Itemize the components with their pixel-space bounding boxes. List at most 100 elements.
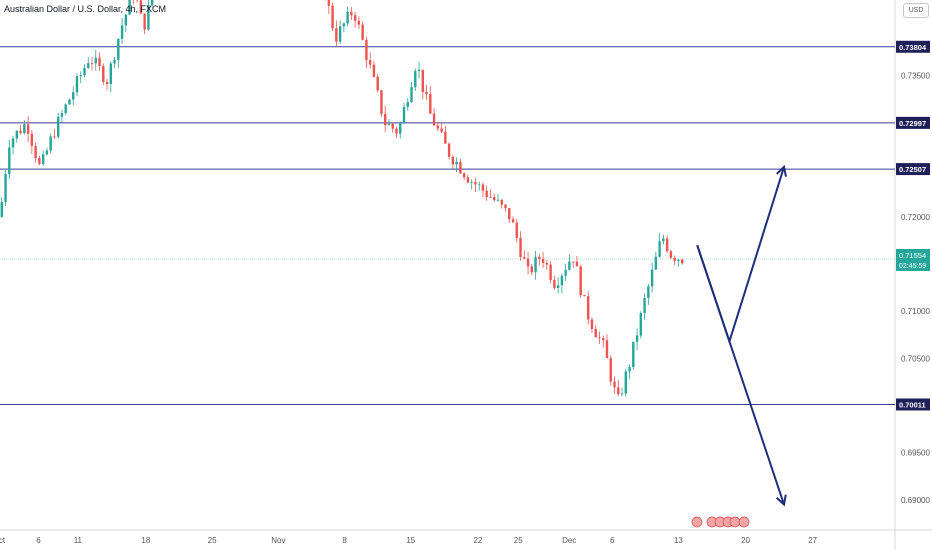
candle-body (647, 286, 650, 299)
candle-body (680, 259, 684, 264)
economic-event-icon (691, 516, 703, 528)
candle-body (440, 128, 443, 132)
candle-body (530, 266, 534, 273)
candle-body (11, 138, 15, 148)
candle-body (643, 298, 646, 313)
candle-body (26, 124, 30, 134)
candle-body (620, 393, 624, 395)
candle-body (387, 123, 391, 126)
candle-body (128, 0, 131, 15)
candle-body (560, 275, 564, 286)
level-tag (896, 116, 930, 129)
candle-body (414, 71, 417, 88)
candle-body (402, 106, 406, 124)
x-tick-label: 13 (674, 536, 683, 545)
candle-body (410, 87, 413, 103)
candle-body (534, 256, 537, 273)
candle-body (575, 261, 579, 267)
candle-body (602, 338, 605, 341)
candle-body (598, 337, 601, 339)
candle-body (673, 257, 676, 261)
x-tick-label: 25 (514, 536, 523, 545)
x-tick-label: 6 (36, 536, 41, 545)
level-tag (896, 163, 930, 176)
candle-body (395, 128, 398, 134)
x-tick-label: 27 (808, 536, 817, 545)
candle-body (120, 25, 124, 39)
candle-body (327, 0, 331, 6)
candle-body (425, 91, 428, 94)
candle-body (113, 59, 116, 64)
y-tick-label: 0.69500 (901, 449, 930, 458)
scenario-arrow (696, 166, 785, 345)
x-tick-label: ct (0, 536, 6, 545)
candle-body (376, 76, 379, 91)
level-label: 0.73804 (899, 43, 927, 52)
candle-body (632, 341, 635, 367)
candle-body (650, 269, 654, 287)
scenario-arrowhead (776, 164, 787, 177)
candle-body (477, 184, 481, 186)
candle-body (90, 63, 94, 64)
candle-body (500, 199, 503, 205)
candle-body (342, 23, 346, 27)
candle-body (677, 259, 680, 261)
candle-body (143, 13, 146, 30)
candle-body (481, 184, 485, 191)
candle-body (541, 258, 545, 264)
candle-body (662, 238, 665, 242)
candle-body (365, 39, 368, 61)
candle-body (459, 161, 462, 174)
y-tick-label: 0.70500 (901, 354, 930, 363)
currency-button[interactable]: USD (903, 3, 929, 18)
candle-body (553, 280, 556, 288)
scenario-arrow (696, 244, 785, 505)
candle-body (60, 113, 64, 117)
candle-body (87, 63, 90, 68)
economic-event-icon (738, 516, 750, 528)
candle-body (665, 238, 669, 252)
level-tag (896, 40, 930, 53)
candle-body (368, 60, 372, 65)
x-tick-label: 6 (610, 536, 615, 545)
countdown-label: 02:45:59 (899, 263, 926, 270)
y-tick-label: 0.72000 (901, 213, 930, 222)
x-tick-label: Nov (271, 536, 285, 545)
y-tick-label: 0.71000 (901, 307, 930, 316)
candle-body (109, 63, 113, 84)
candle-body (147, 5, 150, 30)
candle-body (549, 264, 552, 281)
candle-body (38, 158, 41, 165)
y-tick-label: 0.73500 (901, 71, 930, 80)
level-label: 0.70011 (899, 400, 926, 409)
x-tick-label: 15 (406, 536, 415, 545)
candle-body (34, 145, 37, 159)
candle-body (41, 154, 45, 165)
candle-body (605, 340, 609, 359)
current-price-tag (896, 248, 930, 271)
candle-body (493, 197, 496, 201)
candle-body (406, 102, 409, 107)
candle-body (79, 75, 82, 77)
candle-body (444, 131, 447, 144)
candle-body (94, 57, 97, 64)
candle-body (617, 387, 620, 395)
candle-body (0, 201, 3, 217)
candle-body (485, 190, 488, 198)
candle-body (515, 222, 518, 238)
candle-body (613, 381, 616, 388)
candle-body (98, 57, 101, 67)
candle-body (545, 263, 549, 265)
candle-body (639, 312, 643, 336)
candle-body (124, 14, 128, 26)
candle-body (496, 199, 500, 201)
candle-body (504, 204, 507, 209)
candle-body (380, 90, 383, 114)
candle-body (150, 0, 154, 6)
x-tick-label: 8 (342, 536, 347, 545)
candle-body (658, 241, 661, 257)
candle-body (361, 24, 364, 40)
candle-body (470, 182, 473, 183)
